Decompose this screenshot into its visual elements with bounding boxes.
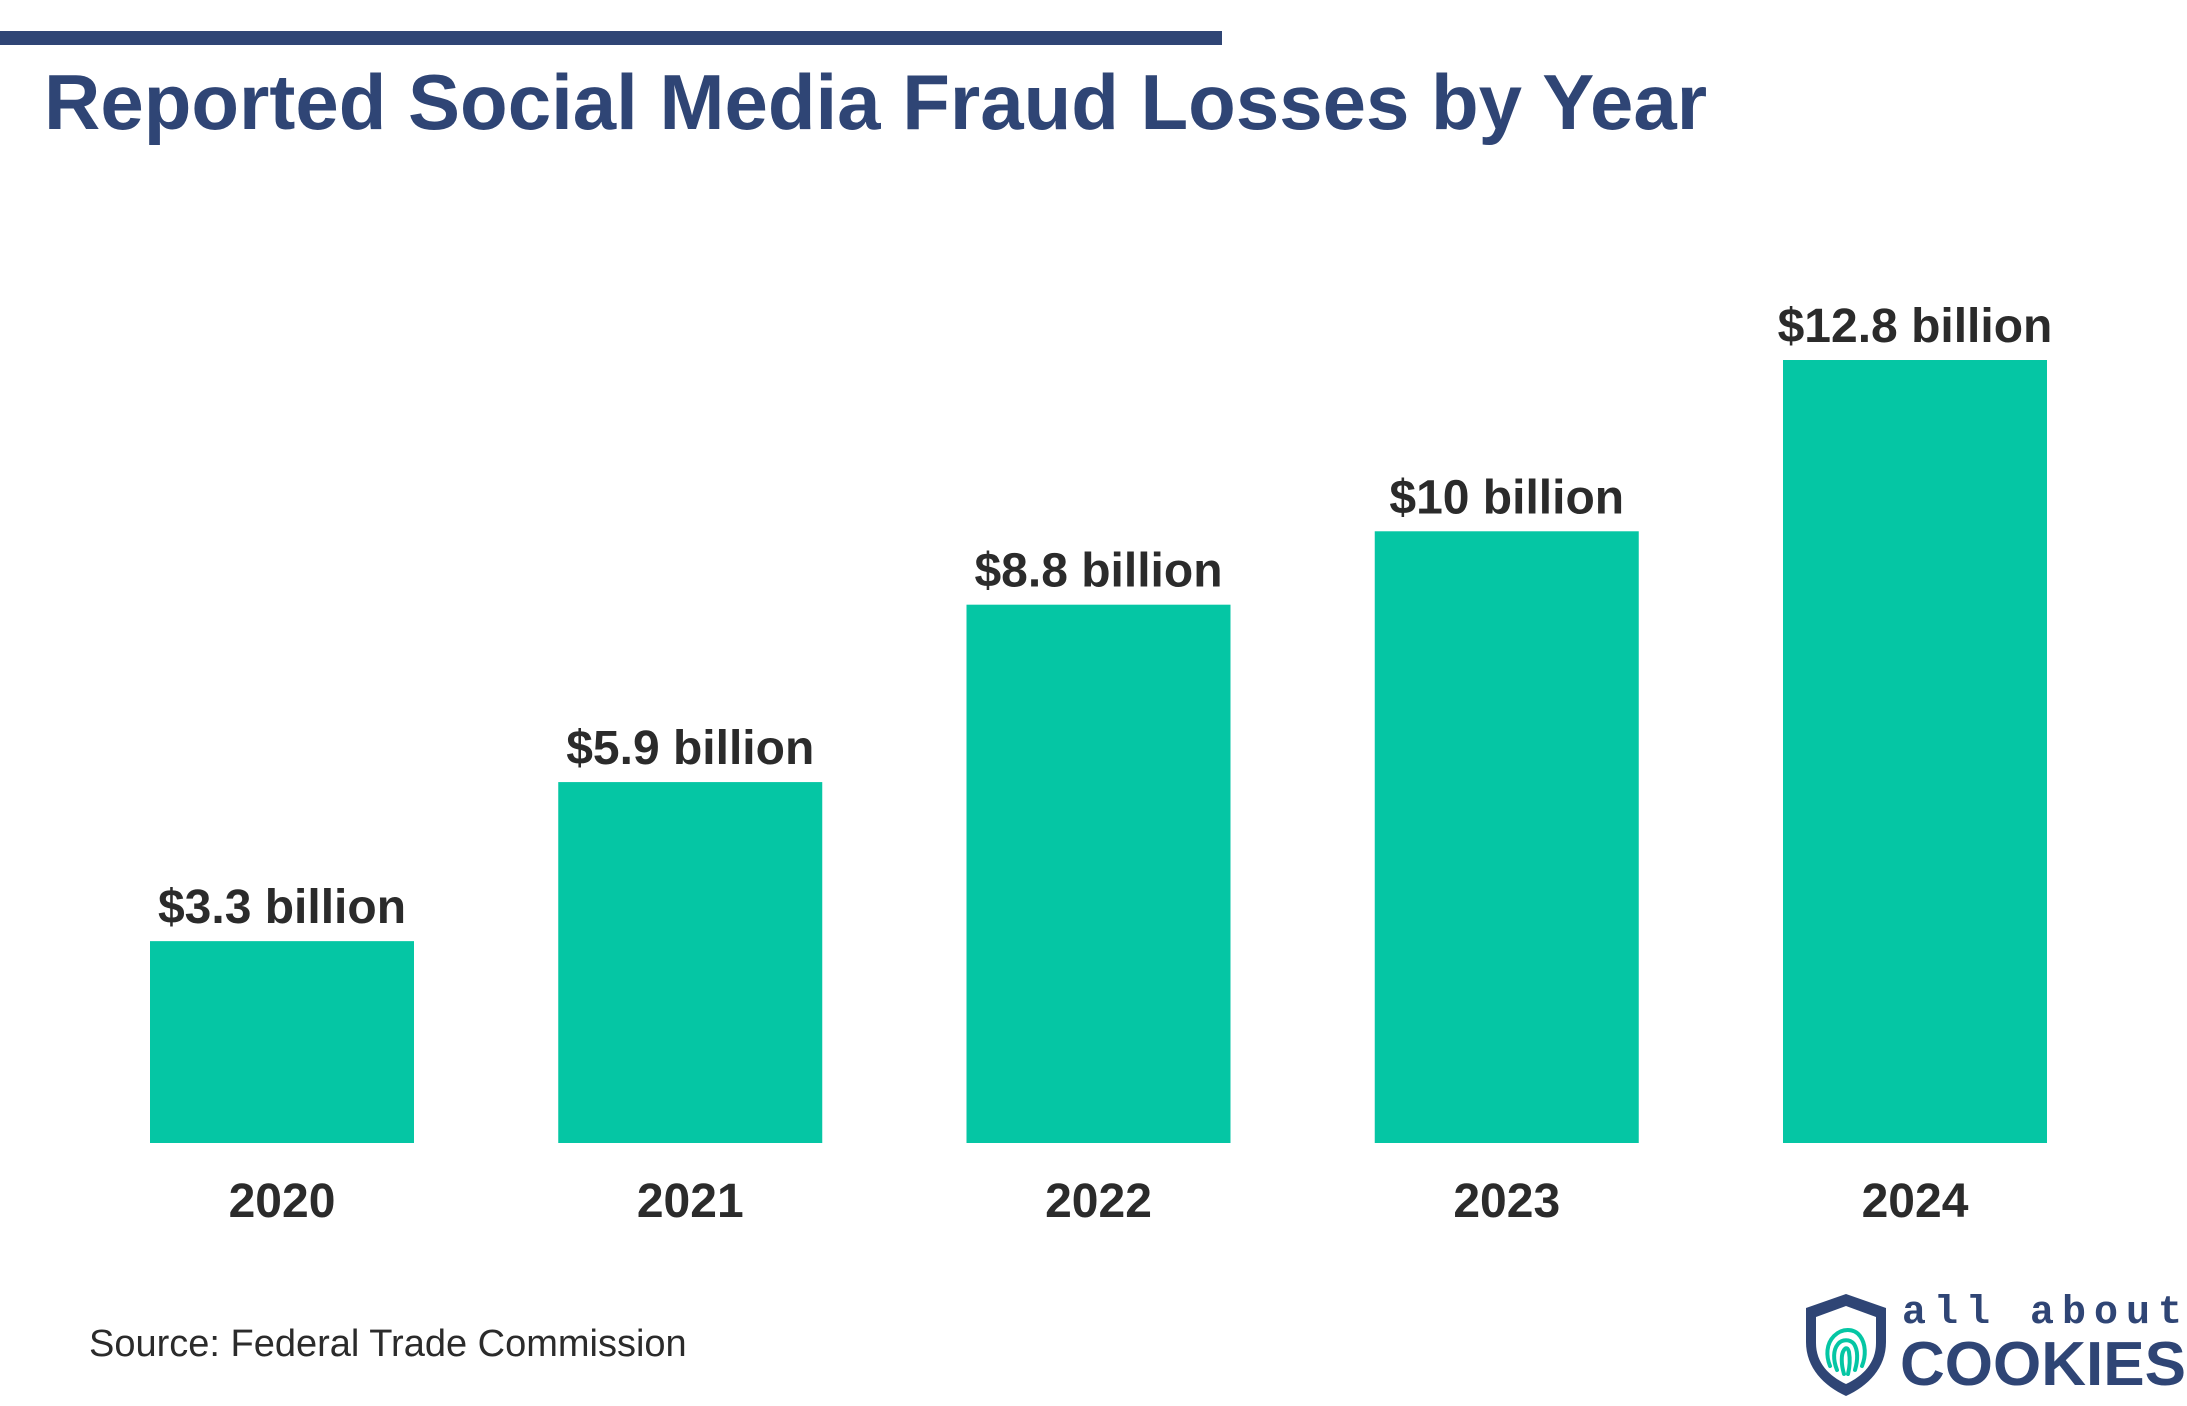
x-axis-tick-labels: 2020 2021 2022 2023 2024 <box>229 1175 1969 1228</box>
shield-fingerprint-icon <box>1806 1294 1886 1396</box>
value-label-2023: $10 billion <box>1389 471 1624 524</box>
chart-title: Reported Social Media Fraud Losses by Ye… <box>44 58 1708 146</box>
x-tick-label-2023: 2023 <box>1453 1175 1560 1228</box>
x-tick-label-2020: 2020 <box>229 1175 336 1228</box>
bar-2023 <box>1374 531 1639 1143</box>
value-label-2024: $12.8 billion <box>1778 300 2053 353</box>
value-label-2020: $3.3 billion <box>158 881 406 934</box>
bar-2024 <box>1783 360 2047 1143</box>
x-tick-label-2022: 2022 <box>1045 1175 1152 1228</box>
brand-name-line1: all about <box>1902 1291 2187 1336</box>
value-label-2022: $8.8 billion <box>974 545 1222 598</box>
source-note: Source: Federal Trade Commission <box>89 1323 687 1365</box>
brand-name-line2: COOKIES <box>1900 1330 2186 1399</box>
x-tick-label-2024: 2024 <box>1862 1175 1969 1228</box>
bars-group <box>150 360 2047 1143</box>
bar-2020 <box>150 941 414 1143</box>
value-label-2021: $5.9 billion <box>566 722 814 775</box>
title-accent-rule <box>0 31 1222 45</box>
bar-2021 <box>558 782 823 1143</box>
bar-2022 <box>966 604 1231 1143</box>
x-tick-label-2021: 2021 <box>637 1175 744 1228</box>
value-labels-group: $3.3 billion $5.9 billion $8.8 billion $10 … <box>158 300 2052 934</box>
all-about-cookies-logo: all about COOKIES <box>1800 1290 2186 1400</box>
